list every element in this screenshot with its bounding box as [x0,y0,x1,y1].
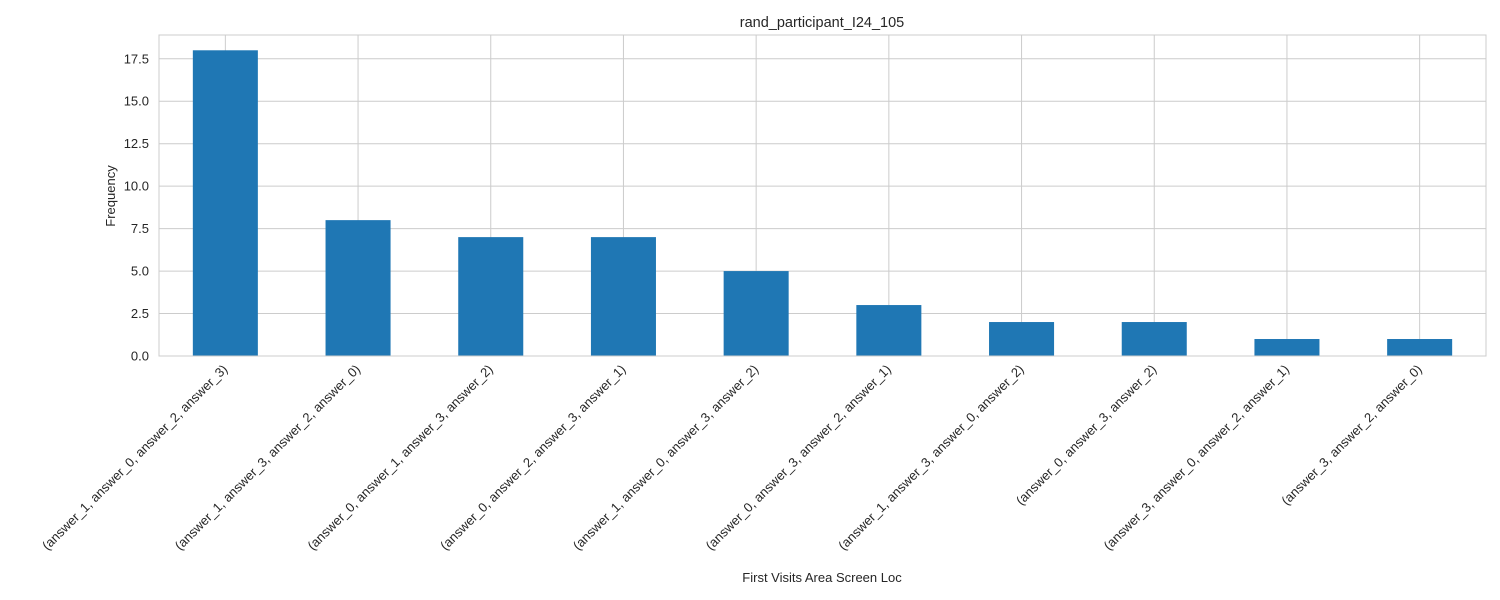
bar [723,271,789,356]
y-tick-label: 12.5 [124,136,149,151]
plot-frame [158,34,1487,357]
y-axis-title: Frequency [103,165,118,227]
y-tick-label: 5.0 [131,264,149,279]
bar [458,237,524,356]
x-axis-title: First Visits Area Screen Loc [742,570,902,585]
y-axis-ticks: 0.0 2.5 5.0 7.5 10.0 12.5 15.0 17.5 [124,51,149,363]
vertical-grid-lines [224,35,1421,356]
bar [1121,322,1187,356]
y-tick-label: 10.0 [124,179,149,194]
y-tick-label: 15.0 [124,94,149,109]
chart-title: rand_participant_I24_105 [740,15,904,31]
bar [192,50,258,357]
y-tick-label: 7.5 [131,221,149,236]
y-tick-label: 2.5 [131,306,149,321]
bar-series [192,50,1453,357]
bar [325,220,391,356]
bar [590,237,656,356]
x-tick-label: (answer_3, answer_2, answer_0) [1278,362,1425,509]
bar [989,322,1055,356]
x-tick-label: (answer_0, answer_3, answer_2) [1013,362,1160,509]
y-tick-label: 17.5 [124,51,149,66]
bar [856,305,922,356]
bar [1387,339,1453,356]
bar [1254,339,1320,356]
y-tick-label: 0.0 [131,349,149,364]
x-axis-ticks: (answer_1, answer_0, answer_2, answer_3)… [39,362,1425,553]
